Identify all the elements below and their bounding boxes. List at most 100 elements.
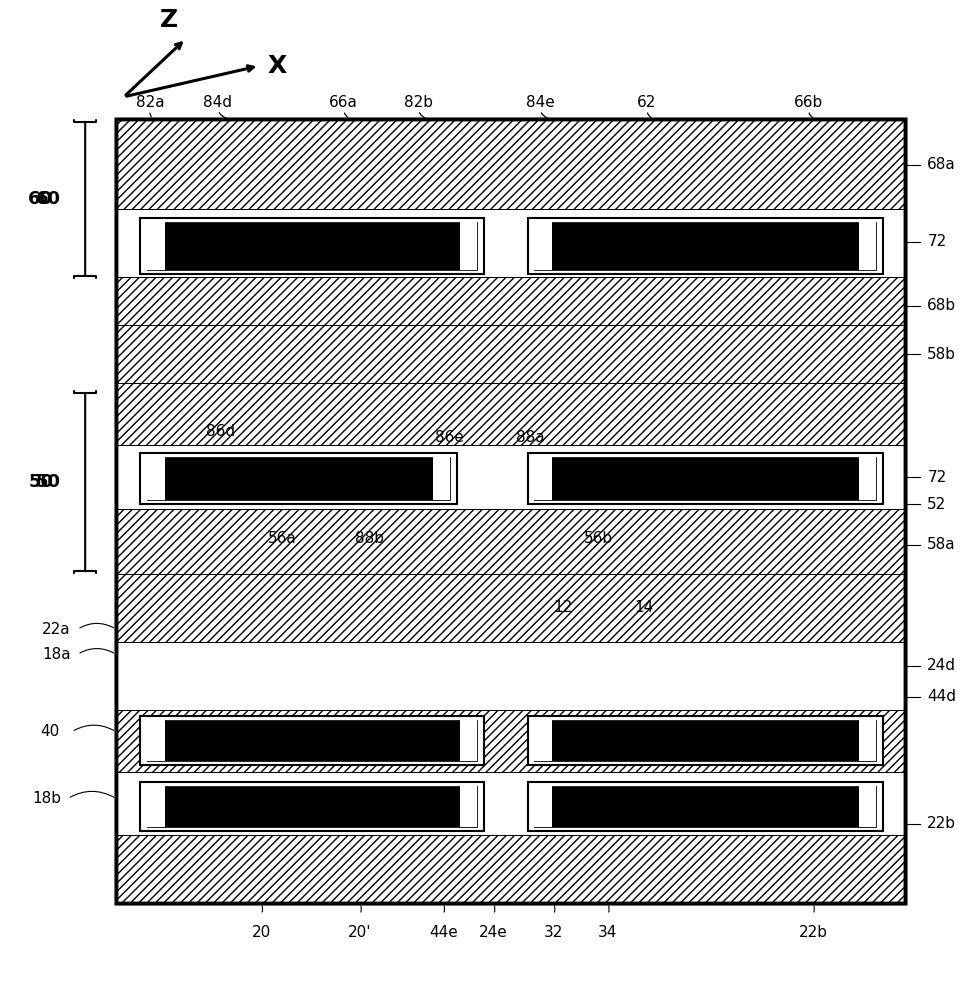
Bar <box>116 277 905 325</box>
Text: 32: 32 <box>544 925 563 940</box>
Bar <box>116 119 905 209</box>
Bar <box>528 453 883 504</box>
Text: Z: Z <box>161 8 178 32</box>
Text: 14: 14 <box>634 600 653 615</box>
Bar <box>460 222 477 270</box>
Text: 86d: 86d <box>206 424 235 439</box>
Text: 68a: 68a <box>927 157 956 172</box>
Bar <box>116 119 905 903</box>
Text: 56a: 56a <box>268 531 297 546</box>
Bar <box>116 209 905 277</box>
Text: 58a: 58a <box>927 537 956 552</box>
Bar <box>116 835 905 903</box>
Text: 24e: 24e <box>479 925 508 940</box>
Bar <box>859 222 876 270</box>
Text: 82a: 82a <box>136 95 165 110</box>
Text: 22b: 22b <box>927 816 956 831</box>
Text: 18a: 18a <box>42 647 71 662</box>
Bar <box>140 453 457 504</box>
Text: 72: 72 <box>927 470 947 485</box>
Text: 82b: 82b <box>404 95 433 110</box>
Bar <box>116 772 905 835</box>
Bar <box>528 218 883 274</box>
Text: 58b: 58b <box>927 347 956 362</box>
Bar <box>140 716 484 765</box>
Bar <box>859 786 876 827</box>
Text: 88a: 88a <box>516 430 545 445</box>
Text: 86e: 86e <box>435 430 464 445</box>
Bar <box>528 716 883 765</box>
Text: 56b: 56b <box>584 531 613 546</box>
Bar <box>433 457 450 500</box>
Bar <box>528 782 883 831</box>
Text: 24d: 24d <box>927 658 956 673</box>
Bar <box>116 119 905 903</box>
Bar <box>534 457 552 500</box>
Bar <box>147 222 477 270</box>
Bar <box>116 445 905 509</box>
Text: 20: 20 <box>252 925 271 940</box>
Bar <box>116 445 905 509</box>
Text: 44d: 44d <box>927 689 956 704</box>
Bar <box>534 457 876 500</box>
Text: 34: 34 <box>598 925 618 940</box>
Bar <box>116 642 905 710</box>
Bar <box>147 720 477 761</box>
Bar <box>116 835 905 903</box>
Text: 66a: 66a <box>329 95 358 110</box>
Bar <box>534 222 552 270</box>
Bar <box>859 457 876 500</box>
Bar <box>859 720 876 761</box>
Text: 40: 40 <box>41 724 60 739</box>
Bar <box>116 383 905 445</box>
Bar <box>534 720 552 761</box>
Text: 22a: 22a <box>42 622 71 637</box>
Bar <box>116 642 905 710</box>
Bar <box>140 782 484 831</box>
Text: 22b: 22b <box>799 925 828 940</box>
Bar <box>116 383 905 445</box>
Text: 60: 60 <box>36 190 61 208</box>
Bar <box>147 786 165 827</box>
Bar <box>147 786 477 827</box>
Bar <box>116 119 905 209</box>
Bar <box>460 786 477 827</box>
Bar <box>534 222 876 270</box>
Bar <box>116 509 905 574</box>
Text: 72: 72 <box>927 234 947 249</box>
Bar <box>116 509 905 574</box>
Bar <box>116 772 905 835</box>
Bar <box>116 710 905 772</box>
Bar <box>116 574 905 642</box>
Text: 66b: 66b <box>794 95 823 110</box>
Bar <box>116 574 905 642</box>
Bar <box>147 222 165 270</box>
Text: 44e: 44e <box>429 925 458 940</box>
Text: 18b: 18b <box>32 791 61 806</box>
Bar <box>534 786 552 827</box>
Bar <box>147 457 165 500</box>
Bar <box>147 457 450 500</box>
Text: 88b: 88b <box>355 531 384 546</box>
Text: 52: 52 <box>927 497 947 512</box>
Bar <box>116 710 905 772</box>
Text: 84d: 84d <box>203 95 232 110</box>
Bar <box>116 119 905 903</box>
Text: X: X <box>267 54 287 78</box>
Text: 68b: 68b <box>927 298 956 313</box>
Bar <box>116 325 905 383</box>
Text: 12: 12 <box>554 600 573 615</box>
Text: 84e: 84e <box>526 95 555 110</box>
Bar <box>147 720 165 761</box>
Bar <box>460 720 477 761</box>
Bar <box>116 209 905 277</box>
Text: 20': 20' <box>348 925 372 940</box>
Bar <box>140 218 484 274</box>
Bar <box>534 720 876 761</box>
Bar <box>116 277 905 325</box>
Text: 50: 50 <box>36 473 61 491</box>
Text: 62: 62 <box>637 95 656 110</box>
Bar <box>116 325 905 383</box>
Text: 60: 60 <box>28 190 53 208</box>
Text: 50: 50 <box>28 473 53 491</box>
